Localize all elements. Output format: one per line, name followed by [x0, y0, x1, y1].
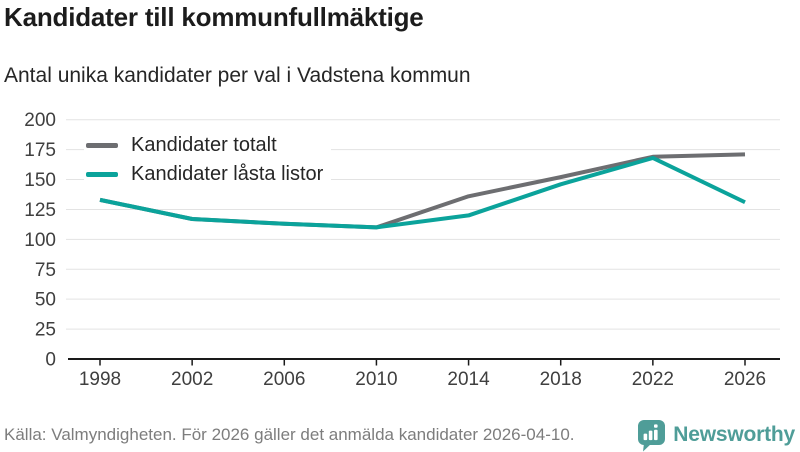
- legend-swatch-totalt: [86, 143, 118, 148]
- x-tick-label-1998: 1998: [79, 369, 121, 390]
- x-tick-label-2026: 2026: [724, 369, 766, 390]
- x-tick-label-2010: 2010: [355, 369, 397, 390]
- source-note: Källa: Valmyndigheten. För 2026 gäller d…: [4, 425, 575, 444]
- legend-label-totalt: Kandidater totalt: [131, 134, 277, 156]
- y-tick-label-200: 200: [24, 110, 56, 131]
- chart-subtitle: Antal unika kandidater per val i Vadsten…: [4, 64, 471, 87]
- x-tick-label-2022: 2022: [632, 369, 674, 390]
- footer: Källa: Valmyndigheten. För 2026 gäller d…: [0, 419, 800, 452]
- y-tick-label-100: 100: [24, 230, 56, 251]
- legend: Kandidater totalt Kandidater låsta listo…: [84, 133, 332, 187]
- y-tick-label-150: 150: [24, 170, 56, 191]
- y-tick-label-175: 175: [24, 140, 56, 161]
- newsworthy-logo: Newsworthy: [637, 419, 795, 452]
- x-tick-label-2014: 2014: [447, 369, 490, 390]
- series-line-lasta-listor: [99, 155, 746, 230]
- legend-label-lasta-listor: Kandidater låsta listor: [131, 163, 324, 185]
- y-tick-label-75: 75: [35, 260, 56, 281]
- legend-item-lasta-listor: Kandidater låsta listor: [84, 162, 332, 187]
- legend-item-totalt: Kandidater totalt: [84, 133, 332, 158]
- y-tick-label-0: 0: [45, 350, 56, 371]
- y-tick-label-50: 50: [35, 290, 56, 311]
- newsworthy-wordmark: Newsworthy: [673, 423, 795, 446]
- x-tick-label-2018: 2018: [540, 369, 582, 390]
- y-tick-label-125: 125: [24, 200, 56, 221]
- x-tick-label-2006: 2006: [263, 369, 305, 390]
- legend-swatch-lasta-listor: [86, 172, 118, 177]
- newsworthy-bubble-icon: [638, 419, 666, 451]
- x-tick-label-2002: 2002: [171, 369, 213, 390]
- chart-title: Kandidater till kommunfullmäktige: [4, 2, 424, 32]
- y-tick-label-25: 25: [35, 320, 56, 341]
